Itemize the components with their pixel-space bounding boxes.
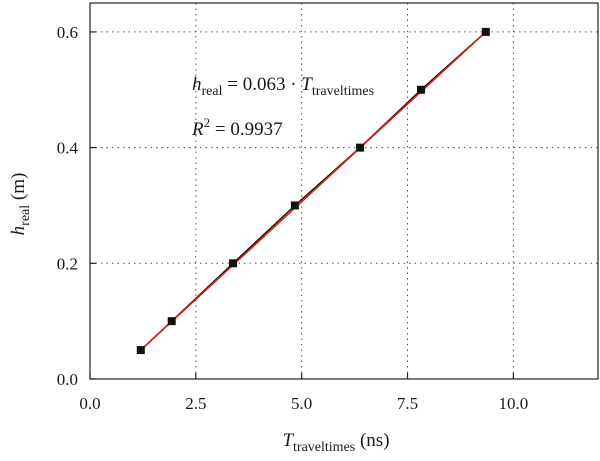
y-tick-label: 0.0 — [57, 370, 78, 389]
y-tick-label: 0.6 — [57, 23, 78, 42]
data-point — [481, 27, 490, 36]
x-tick-label: 0.0 — [79, 394, 100, 413]
x-tick-label: 2.5 — [185, 394, 206, 413]
grid-lines — [90, 3, 598, 379]
x-tick-labels: 0.0 2.5 5.0 7.5 10.0 — [79, 394, 528, 413]
y-tick-labels: 0.0 0.2 0.4 0.6 — [57, 23, 79, 389]
x-tick-label: 10.0 — [498, 394, 528, 413]
data-point — [136, 346, 145, 355]
equation-mid: = 0.063 · — [222, 74, 301, 95]
plot-frame — [89, 2, 599, 380]
axis-ticks — [89, 31, 514, 380]
y-tick-label: 0.2 — [57, 254, 78, 273]
y-tick-label: 0.4 — [57, 139, 79, 158]
data-point — [229, 259, 238, 268]
y-axis-label-sub: real — [18, 205, 33, 226]
equation-rhs-sub: traveltimes — [312, 84, 374, 99]
y-axis-label-main: h — [8, 226, 29, 236]
x-tick-label: 7.5 — [397, 394, 418, 413]
r-squared-var: R — [191, 119, 204, 140]
equation-annotation: hreal = 0.063 · Ttraveltimes — [192, 74, 374, 99]
x-axis-label-main: T — [282, 430, 294, 451]
fit-line — [140, 31, 487, 351]
x-axis-label: Ttraveltimes (ns) — [282, 430, 389, 455]
r-squared-value: = 0.9937 — [210, 119, 282, 140]
data-point — [356, 143, 365, 152]
r-squared-sup: 2 — [204, 115, 211, 130]
y-axis-label: hreal (m) — [8, 173, 33, 236]
r-squared-annotation: R2 = 0.9937 — [191, 115, 283, 140]
data-point — [417, 85, 426, 94]
equation-rhs: T — [301, 74, 313, 95]
x-axis-label-unit: (ns) — [355, 430, 389, 451]
data-point — [290, 201, 299, 210]
x-axis-label-sub: traveltimes — [293, 440, 355, 455]
equation-lhs-sub: real — [202, 84, 223, 99]
y-axis-label-unit: (m) — [8, 173, 29, 205]
data-point — [167, 317, 176, 326]
data-points — [136, 27, 490, 355]
x-tick-label: 5.0 — [291, 394, 312, 413]
equation-lhs: h — [192, 74, 202, 95]
